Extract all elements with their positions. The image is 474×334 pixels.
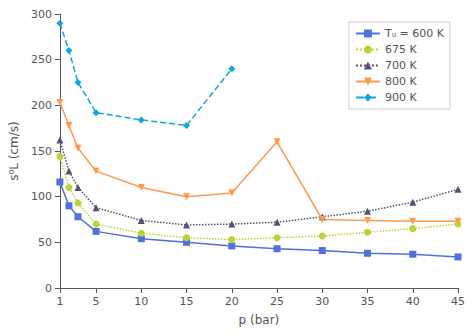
svg-text:p (bar): p (bar) bbox=[239, 313, 280, 327]
svg-text:675 K: 675 K bbox=[385, 43, 417, 56]
svg-text:45: 45 bbox=[451, 295, 465, 308]
svg-text:40: 40 bbox=[406, 295, 420, 308]
svg-text:1: 1 bbox=[56, 295, 63, 308]
svg-text:700 K: 700 K bbox=[385, 59, 417, 72]
svg-text:20: 20 bbox=[225, 295, 239, 308]
svg-text:900 K: 900 K bbox=[385, 91, 417, 104]
svg-text:100: 100 bbox=[31, 190, 52, 203]
svg-text:50: 50 bbox=[38, 236, 52, 249]
svg-text:s⁰L (cm/s): s⁰L (cm/s) bbox=[7, 121, 21, 181]
svg-text:250: 250 bbox=[31, 53, 52, 66]
svg-text:5: 5 bbox=[93, 295, 100, 308]
svg-text:0: 0 bbox=[45, 282, 52, 295]
svg-text:15: 15 bbox=[180, 295, 194, 308]
svg-text:10: 10 bbox=[134, 295, 148, 308]
svg-text:800 K: 800 K bbox=[385, 75, 417, 88]
svg-text:Tᵤ = 600 K: Tᵤ = 600 K bbox=[384, 27, 445, 40]
svg-text:25: 25 bbox=[270, 295, 284, 308]
svg-text:300: 300 bbox=[31, 8, 52, 21]
svg-text:30: 30 bbox=[315, 295, 329, 308]
svg-text:200: 200 bbox=[31, 99, 52, 112]
svg-text:35: 35 bbox=[361, 295, 375, 308]
svg-text:150: 150 bbox=[31, 145, 52, 158]
